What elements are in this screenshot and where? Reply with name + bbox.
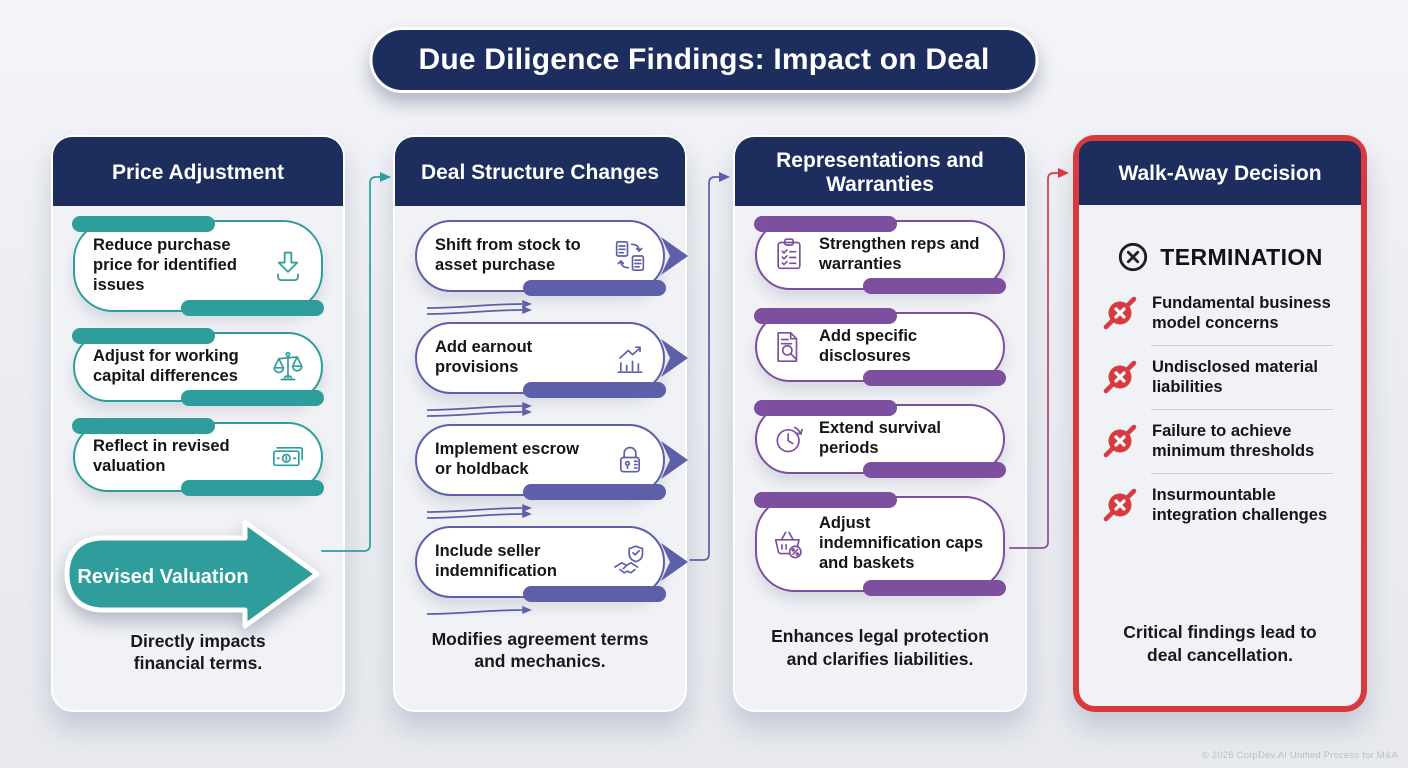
list-item-label: Shift from stock to asset purchase: [435, 236, 581, 274]
list-item: Shift from stock to asset purchase: [415, 220, 688, 309]
flow-arrow-icon: [426, 297, 535, 311]
download-tray-icon: [277, 251, 299, 282]
column-header-label: Representations and Warranties: [776, 148, 984, 196]
growth-chart-icon: [617, 346, 643, 373]
flow-arrow-icon: [426, 501, 535, 515]
padlock-icon: [620, 446, 640, 473]
page-title: Due Diligence Findings: Impact on Deal: [369, 27, 1039, 93]
list-item-label: Add specific disclosures: [819, 327, 918, 365]
connector-red-arrowhead: [1058, 168, 1069, 178]
arrowhead-icon: [661, 441, 688, 479]
flow-arrow-icon: [426, 603, 535, 617]
column-deal-structure-changes: Deal Structure Changes Shift from stock …: [393, 135, 688, 713]
cancel-icon: [1103, 488, 1137, 522]
column-representations-warranties: Representations and Warranties Strengthe…: [733, 135, 1027, 712]
list-item-label: Strengthen reps and warranties: [819, 235, 980, 273]
divider: [1151, 472, 1333, 474]
connector-indigo: [689, 176, 720, 561]
divider: [1151, 344, 1333, 346]
column-footer: Critical findings lead to deal cancellat…: [1123, 622, 1317, 665]
circle-x-icon: [1119, 242, 1148, 272]
list-item-label: Fundamental business model concerns: [1152, 294, 1331, 333]
list-item: Extend survival periods: [754, 400, 1006, 478]
revised-valuation-label: Revised Valuation: [77, 565, 249, 588]
column-footer: Modifies agreement terms and mechanics.: [431, 629, 649, 672]
list-item-label: Failure to achieve minimum thresholds: [1152, 421, 1315, 461]
list-item-label: Adjust for working capital differences: [93, 347, 239, 385]
column-body: Reduce purchase price for identified iss…: [53, 206, 343, 715]
list-item-label: Adjust indemnification caps and baskets: [819, 514, 984, 572]
clipboard-checklist-icon: [777, 238, 801, 270]
connector-teal-arrowhead: [380, 172, 391, 182]
list-item-label: Undisclosed material liabilities: [1152, 357, 1318, 397]
banknote-icon: [273, 447, 303, 467]
list-item: Fundamental business model concerns: [1101, 283, 1339, 344]
revised-valuation-arrow: Revised Valuation: [59, 516, 327, 630]
termination-label: TERMINATION: [1160, 243, 1323, 270]
handshake-shield-icon: [614, 545, 644, 574]
column-header-label: Price Adjustment: [112, 160, 284, 184]
arrowhead-icon: [661, 543, 688, 581]
arrowhead-icon: [661, 237, 688, 275]
list-item: Strengthen reps and warranties: [754, 216, 1006, 294]
column-footer: Enhances legal protection and clarifies …: [771, 626, 989, 669]
column-header: Deal Structure Changes: [395, 137, 685, 206]
list-item: Reflect in revised valuation: [72, 418, 324, 496]
termination-heading: TERMINATION: [1117, 241, 1322, 273]
connector-indigo-arrowhead: [719, 172, 730, 182]
column-footer: Directly impacts financial terms.: [130, 631, 266, 674]
column-body: Strengthen reps and warranties Add speci…: [735, 206, 1025, 710]
list-item-label: Insurmountable integration challenges: [1152, 485, 1328, 525]
cancel-icon: [1103, 424, 1137, 458]
list-item: Include seller indemnification: [415, 510, 688, 615]
list-item: Add earnout provisions: [415, 306, 688, 411]
cancel-icon: [1103, 361, 1137, 394]
flow-arrow-icon: [426, 303, 535, 317]
list-item-label: Implement escrow or holdback: [435, 440, 579, 478]
arrow-shape: [64, 519, 320, 629]
document-swap-icon: [615, 241, 645, 271]
basket-percent-icon: [774, 531, 802, 559]
termination-list: Fundamental business model concerns Undi…: [1099, 279, 1341, 536]
document-search-icon: [777, 332, 798, 362]
list-item: Add specific disclosures: [754, 308, 1006, 386]
flow-arrow-icon: [426, 507, 535, 521]
flow-arrow-icon: [426, 405, 535, 419]
balance-scale-icon: [273, 352, 303, 381]
list-item-label: Reflect in revised valuation: [93, 437, 230, 475]
list-item: Adjust for working capital differences: [72, 328, 324, 406]
column-body: TERMINATION Fundamental business model c…: [1079, 205, 1361, 706]
column-header-label: Deal Structure Changes: [420, 160, 660, 184]
column-body: Shift from stock to asset purchase Add e…: [395, 206, 688, 713]
list-item-label: Reduce purchase price for identified iss…: [93, 236, 237, 294]
cancel-icon: [1103, 297, 1137, 330]
column-header: Walk-Away Decision: [1079, 141, 1361, 205]
column-price-adjustment: Price Adjustment Reduce purchase price f…: [51, 135, 345, 712]
copyright-text: © 2026 CorpDev.AI Unified Process for M&…: [1201, 750, 1398, 761]
column-walk-away-decision: Walk-Away Decision TERMINATION Fundament…: [1073, 135, 1367, 712]
column-header: Representations and Warranties: [735, 137, 1025, 206]
column-header: Price Adjustment: [53, 137, 343, 206]
list-item: Insurmountable integration challenges: [1101, 475, 1339, 536]
arrowhead-icon: [661, 339, 688, 377]
list-item-label: Add earnout provisions: [435, 338, 533, 376]
divider: [1151, 408, 1333, 410]
list-item-label: Include seller indemnification: [435, 542, 557, 580]
flow-arrow-icon: [426, 399, 535, 413]
list-item: Undisclosed material liabilities: [1101, 347, 1339, 408]
list-item: Implement escrow or holdback: [415, 408, 688, 513]
clock-icon: [776, 426, 803, 453]
list-item: Adjust indemnification caps and baskets: [754, 492, 1006, 596]
list-item: Failure to achieve minimum thresholds: [1101, 411, 1339, 472]
list-item-label: Extend survival periods: [819, 419, 941, 457]
column-header-label: Walk-Away Decision: [1118, 162, 1322, 186]
list-item: Reduce purchase price for identified iss…: [72, 216, 324, 316]
